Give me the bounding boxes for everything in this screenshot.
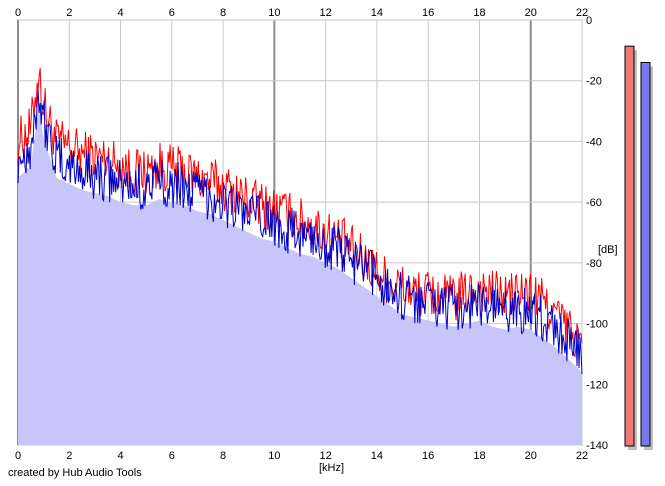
x-tick-label-top: 16 bbox=[422, 7, 434, 19]
y-axis-label: [dB] bbox=[598, 244, 618, 256]
series-layer bbox=[17, 67, 583, 445]
x-tick-label-bottom: 18 bbox=[473, 450, 485, 462]
credit-text: created by Hub Audio Tools bbox=[8, 467, 142, 479]
spectrum-series-line bbox=[17, 89, 583, 375]
x-tick-label-top: 0 bbox=[15, 7, 21, 19]
y-tick-label: -40 bbox=[586, 136, 602, 148]
x-tick-label-bottom: 4 bbox=[117, 450, 123, 462]
x-tick-label-bottom: 22 bbox=[576, 450, 588, 462]
x-tick-label-top: 14 bbox=[371, 7, 383, 19]
level-meter-bar bbox=[640, 61, 651, 447]
x-tick-label-bottom: 20 bbox=[525, 450, 537, 462]
x-tick-label-top: 10 bbox=[268, 7, 280, 19]
y-tick-label: -60 bbox=[586, 197, 602, 209]
x-ticks-top: 0 2 4 6 8 10 12 14 16 18 20 22 bbox=[15, 7, 588, 19]
x-tick-label-bottom: 2 bbox=[66, 450, 72, 462]
level-meters bbox=[624, 45, 653, 450]
y-tick-label: -20 bbox=[586, 76, 602, 88]
spectrum-fill-area bbox=[18, 108, 582, 445]
level-meter-bar bbox=[624, 45, 635, 447]
spectrum-series-line bbox=[17, 67, 583, 359]
x-tick-label-bottom: 6 bbox=[169, 450, 175, 462]
y-tick-label: 0 bbox=[586, 15, 592, 27]
y-ticks: 0 -20 -40 -60 -80 -100 -120 -140 bbox=[586, 15, 608, 452]
x-tick-label-bottom: 12 bbox=[320, 450, 332, 462]
x-tick-label-top: 2 bbox=[66, 7, 72, 19]
y-tick-label: -80 bbox=[586, 258, 602, 270]
x-ticks-bottom: 0 2 4 6 8 10 12 14 16 18 20 22 bbox=[15, 450, 588, 462]
x-tick-label-bottom: 0 bbox=[15, 450, 21, 462]
x-tick-label-bottom: 16 bbox=[422, 450, 434, 462]
x-tick-label-top: 6 bbox=[169, 7, 175, 19]
x-tick-label-top: 8 bbox=[220, 7, 226, 19]
x-tick-label-bottom: 8 bbox=[220, 450, 226, 462]
x-tick-label-top: 12 bbox=[320, 7, 332, 19]
y-tick-label: -100 bbox=[586, 319, 608, 331]
y-tick-label: -140 bbox=[586, 440, 608, 452]
x-tick-label-top: 18 bbox=[473, 7, 485, 19]
x-tick-label-top: 22 bbox=[576, 7, 588, 19]
x-tick-label-bottom: 14 bbox=[371, 450, 383, 462]
x-tick-label-top: 4 bbox=[117, 7, 123, 19]
x-tick-label-top: 20 bbox=[525, 7, 537, 19]
y-tick-label: -120 bbox=[586, 379, 608, 391]
x-tick-label-bottom: 10 bbox=[268, 450, 280, 462]
x-axis-label: [kHz] bbox=[319, 462, 344, 474]
